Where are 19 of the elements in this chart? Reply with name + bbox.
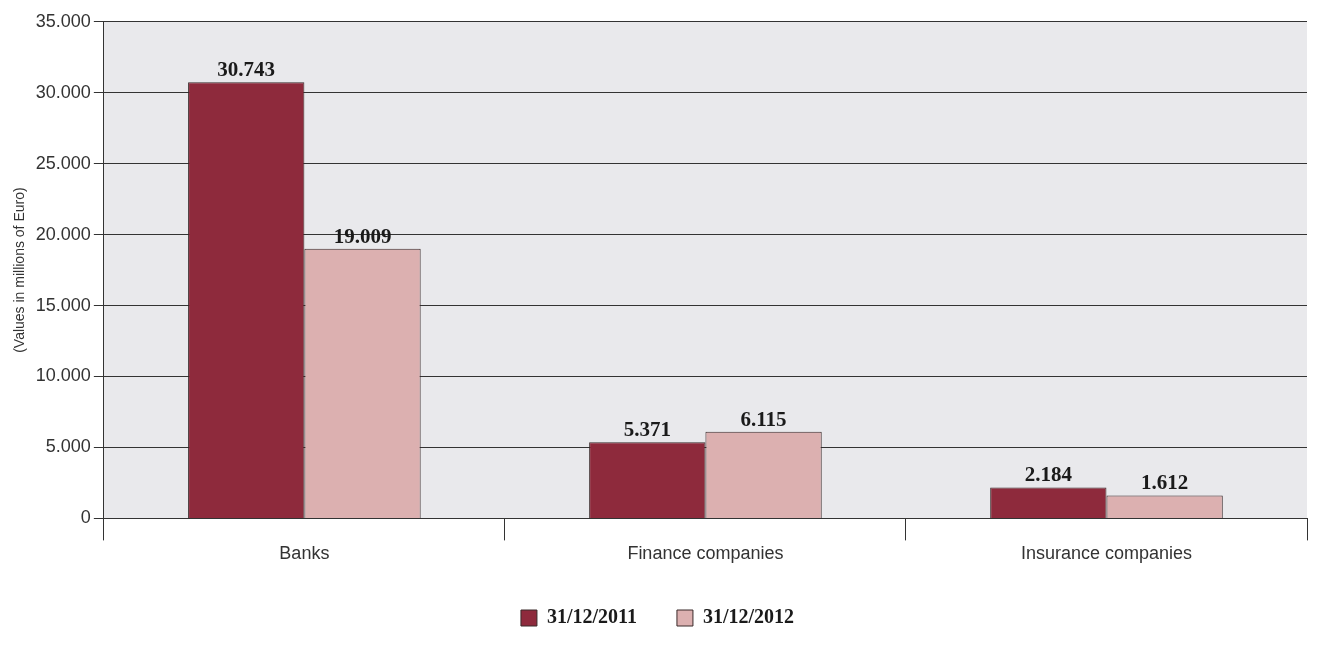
legend-label: 31/12/2011 — [546, 605, 637, 628]
data-label: 30.743 — [217, 57, 276, 82]
y-tick-label: 10.000 — [35, 365, 91, 386]
legend-label: 31/12/2012 — [702, 605, 795, 628]
data-label: 5.371 — [623, 417, 671, 442]
x-tick-label: Insurance companies — [1020, 543, 1193, 564]
y-tick-label: 20.000 — [35, 223, 91, 244]
y-tick-label: 35.000 — [35, 10, 91, 31]
y-tick-label: 25.000 — [35, 152, 91, 173]
y-tick-label: 0 — [80, 507, 91, 528]
y-tick-label: 30.000 — [35, 81, 91, 102]
y-axis-title: (Values in millions of Euro) — [11, 187, 28, 353]
data-label: 1.612 — [1141, 470, 1189, 495]
data-label: 2.184 — [1024, 462, 1073, 487]
y-tick-label: 15.000 — [35, 294, 91, 315]
x-tick-label: Finance companies — [627, 543, 784, 564]
y-tick-label: 5.000 — [45, 436, 91, 457]
x-tick-label: Banks — [279, 543, 330, 564]
data-label: 6.115 — [740, 406, 787, 431]
